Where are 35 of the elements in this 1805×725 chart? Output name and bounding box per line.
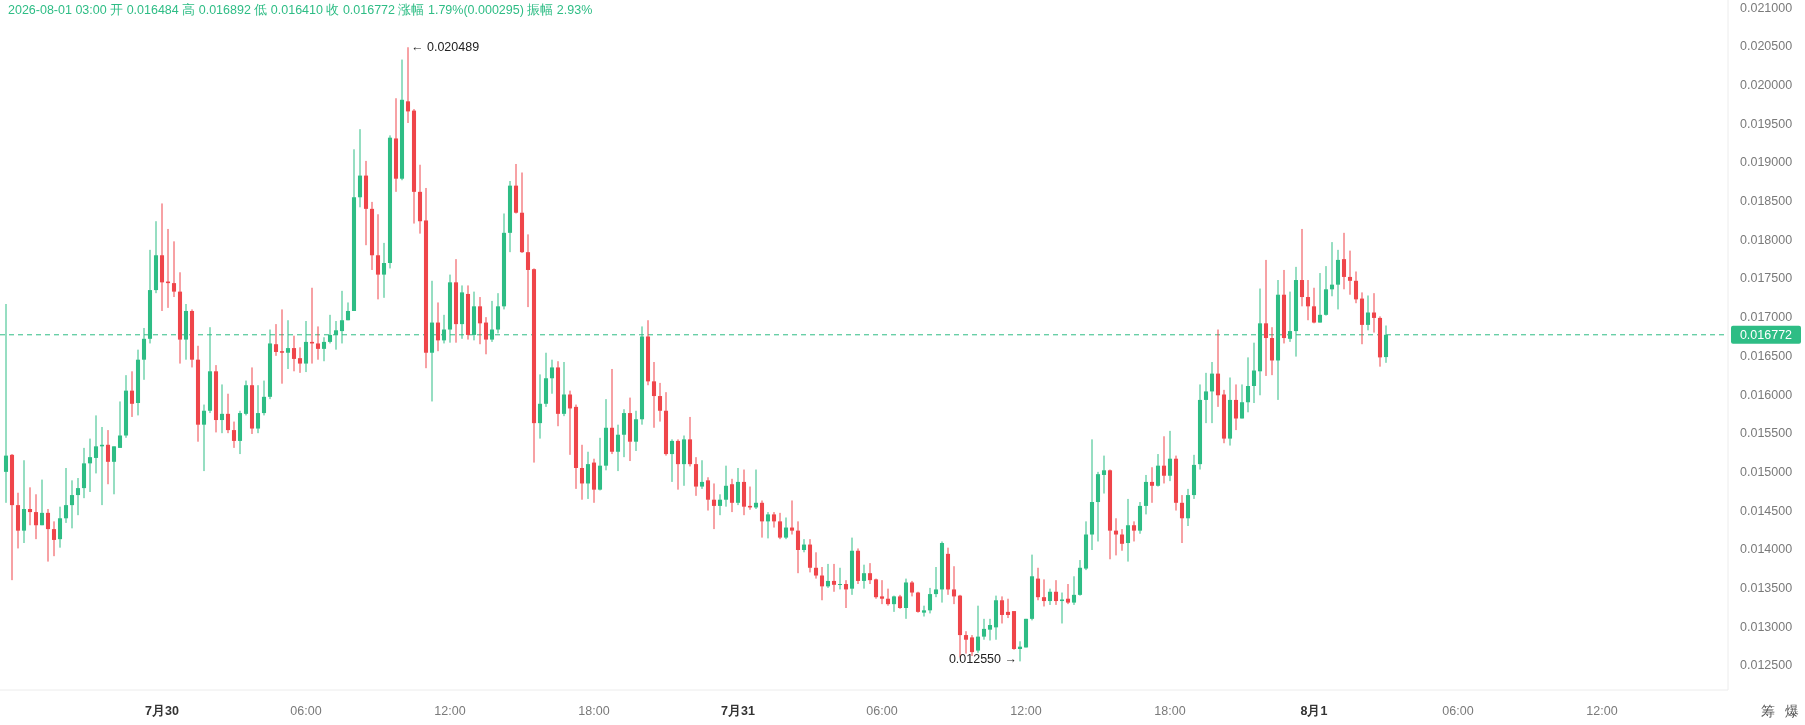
x-tick-label: 12:00	[1586, 704, 1618, 718]
y-tick-label: 0.016500	[1740, 348, 1793, 363]
y-tick-label: 0.013000	[1740, 619, 1793, 634]
x-tick-label: 12:00	[1010, 704, 1042, 718]
x-tick-label: 06:00	[866, 704, 898, 718]
y-tick-label: 0.019000	[1740, 155, 1793, 170]
chart-title: 2026-08-01 03:00 开 0.016484 高 0.016892 低 0.016410 收 0.016772 涨幅 1.79%(0.000295) 振幅 2.93%	[8, 2, 593, 17]
y-tick-label: 0.019500	[1740, 116, 1793, 131]
annotation: ← 0.020489	[411, 40, 480, 55]
y-tick-label: 0.018000	[1740, 232, 1793, 247]
y-tick-label: 0.012500	[1740, 658, 1793, 673]
y-tick-label: 0.018500	[1740, 194, 1793, 209]
text: 爆	[1785, 703, 1799, 719]
x-tick-label: 7月31	[721, 704, 755, 718]
y-tick-label: 0.015500	[1740, 426, 1793, 441]
text: 筹	[1761, 703, 1775, 719]
y-tick-label: 0.016000	[1740, 387, 1793, 402]
annotation: 0.012550 →	[948, 652, 1017, 667]
y-tick-label: 0.020500	[1740, 39, 1793, 54]
x-tick-label: 06:00	[290, 704, 322, 718]
ref-line-label: 0.016772	[1739, 327, 1793, 342]
y-tick-label: 0.014500	[1740, 503, 1793, 518]
y-tick-label: 0.021000	[1740, 0, 1793, 15]
y-tick-label: 0.014000	[1740, 542, 1793, 557]
x-tick-label: 18:00	[578, 704, 610, 718]
x-tick-label: 12:00	[434, 704, 466, 718]
y-tick-label: 0.013500	[1740, 580, 1793, 595]
y-tick-label: 0.015000	[1740, 464, 1793, 479]
x-tick-label: 8月1	[1300, 704, 1328, 718]
x-tick-label: 18:00	[1154, 704, 1186, 718]
y-tick-label: 0.020000	[1740, 78, 1793, 93]
y-tick-label: 0.017500	[1740, 271, 1793, 286]
x-tick-label: 7月30	[145, 704, 179, 718]
x-tick-label: 06:00	[1442, 704, 1474, 718]
y-tick-label: 0.017000	[1740, 310, 1793, 325]
